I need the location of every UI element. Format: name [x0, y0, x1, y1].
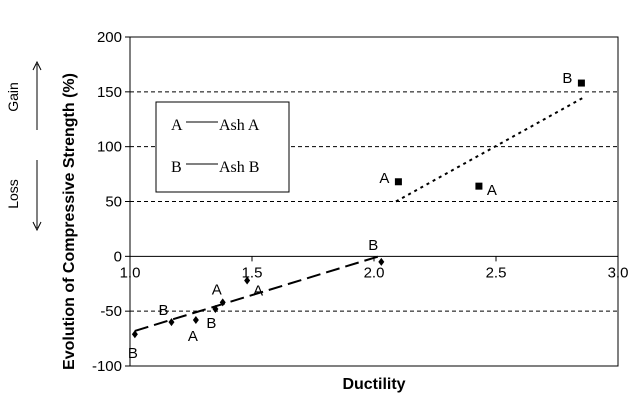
y-tick-label: -100: [92, 358, 122, 375]
legend-name-b: Ash B: [219, 159, 259, 176]
data-point-diamond: [131, 330, 138, 339]
gain-indicator: Gain: [5, 60, 42, 130]
trendlines: [134, 96, 585, 332]
y-axis-ticks: -100 -50 0 50 100 150 200: [92, 29, 130, 375]
data-point-label: A: [188, 328, 198, 345]
x-tick-label: 2.0: [364, 264, 385, 281]
x-tick-label: 1.5: [242, 264, 263, 281]
x-tick-label: 1.0: [120, 264, 141, 281]
data-point-diamond: [219, 298, 226, 307]
loss-arrowhead-icon: [32, 221, 42, 232]
data-point-diamond: [192, 315, 199, 324]
legend: A Ash A B Ash B: [155, 101, 290, 193]
trendline: [395, 96, 585, 203]
y-tick-label: 100: [97, 139, 122, 156]
data-point-label: B: [128, 345, 138, 362]
reference-lines: [130, 91, 618, 312]
y-tick-label: -50: [100, 303, 122, 320]
y-axis-title: Evolution of Compressive Strength (%): [61, 73, 78, 370]
data-point-label: B: [562, 70, 572, 87]
data-point-label: A: [379, 170, 389, 187]
trendline: [134, 255, 380, 332]
x-axis-ticks: 1.0 1.5 2.0 2.5 3.0: [120, 256, 629, 281]
data-point-label: B: [368, 237, 378, 254]
loss-label: Loss: [5, 179, 21, 209]
data-point-diamond: [212, 304, 219, 313]
data-point-label: B: [158, 302, 168, 319]
legend-key-a: A: [171, 117, 183, 134]
data-point-square: [577, 79, 585, 87]
data-point-diamond: [168, 318, 175, 327]
x-axis-title: Ductility: [342, 376, 405, 393]
data-point-diamond: [378, 257, 385, 266]
y-tick-label: 0: [114, 248, 122, 265]
data-point-label: A: [487, 182, 497, 199]
legend-box: [155, 101, 290, 193]
y-tick-label: 150: [97, 84, 122, 101]
data-point-diamond: [244, 276, 251, 285]
legend-name-a: Ash A: [219, 117, 260, 134]
data-point-square: [394, 178, 402, 186]
data-point-label: A: [253, 282, 263, 299]
gain-label: Gain: [5, 82, 21, 112]
data-point-square: [475, 182, 483, 190]
loss-indicator: Loss: [5, 160, 42, 232]
data-point-label: B: [206, 315, 216, 332]
y-tick-label: 200: [97, 29, 122, 46]
data-point-label: A: [212, 281, 222, 298]
x-tick-label: 3.0: [608, 264, 629, 281]
gain-arrowhead-icon: [32, 60, 42, 71]
x-tick-label: 2.5: [486, 264, 507, 281]
y-tick-label: 50: [105, 194, 122, 211]
legend-key-b: B: [171, 159, 182, 176]
